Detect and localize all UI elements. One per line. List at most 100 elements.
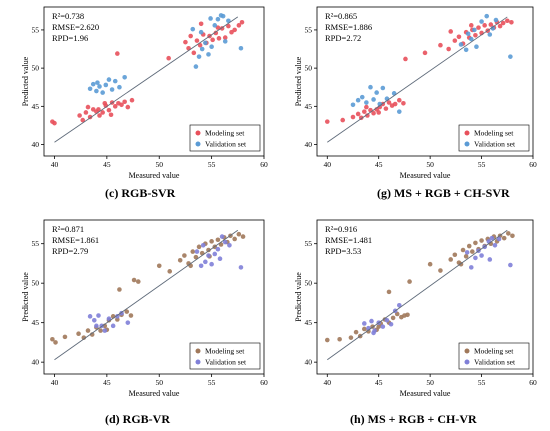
panel-g-point bbox=[476, 25, 481, 30]
panel-d-point bbox=[240, 234, 246, 239]
panel-d-ylabel: Predicted value bbox=[21, 272, 30, 322]
panel-c-point bbox=[102, 100, 108, 106]
panel-c-point bbox=[236, 23, 242, 28]
panel-g-point bbox=[468, 23, 474, 28]
panel-c-point bbox=[193, 64, 199, 69]
panel-c-point bbox=[226, 18, 231, 24]
panel-c-ytick-label: 45 bbox=[32, 102, 40, 111]
panel-g-point bbox=[364, 100, 369, 105]
panel-d-point bbox=[182, 253, 187, 258]
caption-g: (g) MS + RGB + CH-SVR bbox=[377, 186, 510, 201]
panel-h-point bbox=[362, 321, 367, 326]
panel-d-point bbox=[91, 317, 97, 323]
panel-h-point bbox=[390, 315, 396, 321]
panel-d-point bbox=[76, 331, 81, 337]
panel-c-point bbox=[77, 113, 82, 118]
panel-h-point bbox=[369, 318, 374, 324]
panel-h-point bbox=[388, 321, 394, 327]
panel-d-ytick-label: 40 bbox=[32, 358, 40, 367]
panel-g-xtick-label: 60 bbox=[529, 160, 537, 169]
panel-c-point bbox=[90, 81, 96, 87]
panel-c-xlabel: Measured value bbox=[129, 171, 180, 180]
panel-h-stat-1: RMSE=1.481 bbox=[325, 235, 372, 245]
panel-h-point bbox=[384, 317, 390, 323]
panel-c-point bbox=[198, 29, 204, 35]
panel-h-legend-marker bbox=[464, 348, 470, 354]
panel-c-point bbox=[215, 16, 221, 22]
panel-g-point bbox=[446, 46, 451, 52]
panel-g-point bbox=[458, 42, 464, 47]
panel-h-xtick-label: 60 bbox=[529, 378, 537, 387]
panel-g-legend-marker bbox=[464, 130, 470, 136]
panel-g-stat-2: RPD=2.72 bbox=[325, 33, 361, 43]
panel-h-point bbox=[396, 302, 402, 308]
panel-h-ylabel: Predicted value bbox=[294, 272, 303, 322]
panel-d-point bbox=[217, 256, 223, 261]
panel-d-ytick-label: 50 bbox=[32, 279, 40, 288]
panel-g-point bbox=[362, 109, 367, 114]
panel-d-point bbox=[190, 249, 196, 254]
panel-c-point bbox=[199, 46, 205, 52]
panel-d-legend-label: Modeling set bbox=[205, 347, 245, 356]
panel-c-legend-marker bbox=[195, 130, 201, 136]
panel-h-point bbox=[489, 235, 495, 241]
panel-h-point bbox=[496, 236, 502, 242]
panel-c-stat-0: R²=0.738 bbox=[52, 11, 84, 21]
panel-c-point bbox=[239, 19, 245, 25]
panel-g-point bbox=[396, 97, 402, 103]
panel-g-point bbox=[438, 42, 443, 48]
panel-h-point bbox=[506, 231, 511, 236]
panel-g-point bbox=[383, 106, 389, 111]
panel-d-xtick-label: 55 bbox=[208, 378, 216, 387]
panel-g-ylabel: Predicted value bbox=[294, 56, 303, 106]
panel-c-xtick-label: 60 bbox=[260, 160, 268, 169]
panel-c-point bbox=[166, 55, 171, 61]
panel-d-ytick-label: 45 bbox=[32, 318, 40, 327]
panel-h-xtick-label: 55 bbox=[478, 378, 486, 387]
panel-d-stat-0: R²=0.871 bbox=[52, 224, 84, 234]
panel-h-point bbox=[464, 250, 470, 255]
panel-g-ytick-label: 45 bbox=[305, 102, 313, 111]
panel-d-point bbox=[131, 277, 137, 283]
panel-g-ytick-label: 50 bbox=[305, 64, 313, 73]
panel-c-point bbox=[209, 44, 214, 50]
panel-h-point bbox=[510, 233, 515, 239]
panel-c-point bbox=[122, 99, 127, 105]
panel-c-stat-1: RMSE=2.620 bbox=[52, 22, 99, 32]
panel-h-point bbox=[402, 313, 407, 318]
panel-d-legend-marker bbox=[195, 348, 201, 354]
panel-d-point bbox=[193, 254, 199, 260]
panel-d-point bbox=[135, 279, 141, 284]
panel-h-xtick-label: 50 bbox=[426, 378, 434, 387]
panel-d-point bbox=[198, 263, 204, 269]
panel-h-point bbox=[448, 257, 454, 262]
panel-c-point bbox=[222, 35, 228, 40]
panel-d-point bbox=[128, 313, 134, 318]
panel-h-legend-box bbox=[458, 342, 530, 370]
panel-d-legend-marker bbox=[195, 359, 201, 365]
panel-c-xtick-label: 50 bbox=[155, 160, 163, 169]
panel-c-xtick-label: 55 bbox=[208, 160, 216, 169]
panel-h-ytick-label: 45 bbox=[305, 318, 313, 327]
panel-d-point bbox=[222, 239, 228, 245]
panel-d-xtick-label: 50 bbox=[155, 378, 163, 387]
panel-h-legend-marker bbox=[464, 359, 470, 365]
panel-h-point bbox=[348, 335, 354, 340]
panel-g-legend-label: Validation set bbox=[474, 140, 516, 149]
panel-h-legend-label: Modeling set bbox=[474, 347, 514, 356]
panel-c-point bbox=[94, 88, 99, 94]
panel-c-point bbox=[190, 26, 196, 32]
panel-h-point bbox=[460, 247, 466, 253]
panel-g-point bbox=[479, 19, 484, 24]
panel-d-xtick-label: 60 bbox=[260, 378, 268, 387]
panel-c-point bbox=[117, 84, 122, 90]
panel-c-point bbox=[238, 45, 244, 51]
panel-h-point bbox=[353, 329, 359, 335]
panel-h-point bbox=[473, 240, 478, 246]
caption-c-label: (c) bbox=[105, 186, 119, 200]
panel-g-point bbox=[350, 114, 356, 120]
panel-g-point bbox=[463, 47, 469, 53]
panel-h-point bbox=[366, 329, 371, 334]
caption-d-text: RGB-VR bbox=[122, 412, 171, 426]
